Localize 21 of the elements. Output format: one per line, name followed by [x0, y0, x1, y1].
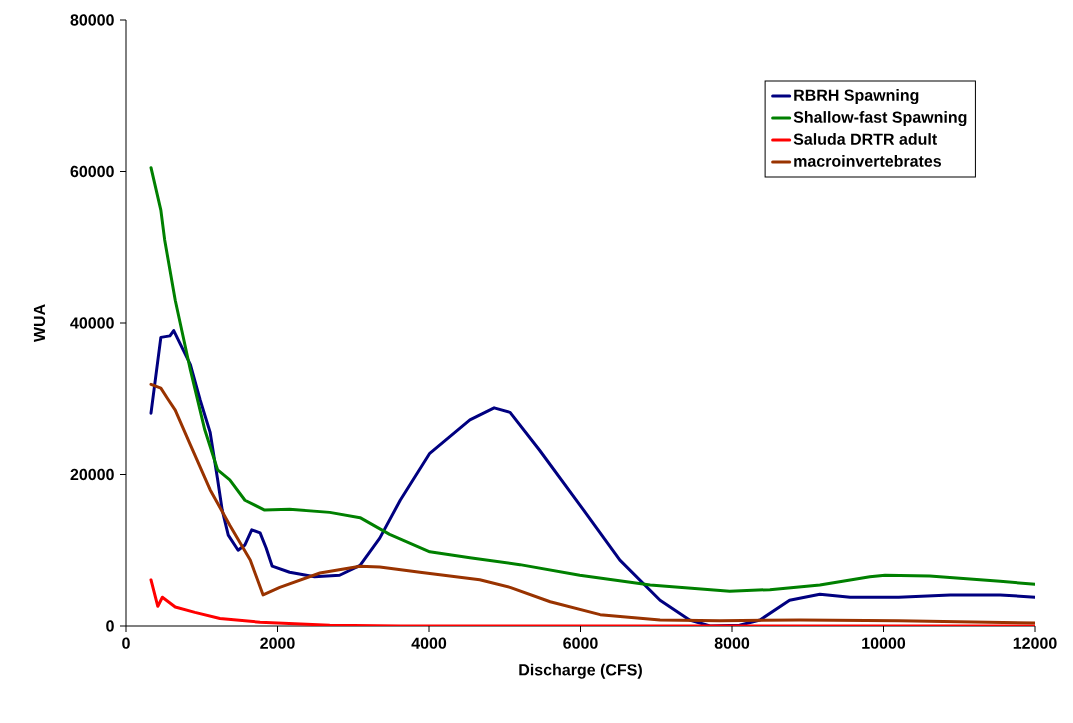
y-tick-label: 60000 [70, 165, 114, 178]
line-series [149, 578, 1036, 626]
y-tick-label: 0 [106, 620, 114, 632]
y-tick-label: 20000 [70, 468, 114, 481]
y-tick-label: 80000 [70, 14, 114, 26]
x-axis-title: Discharge (CFS) [519, 663, 642, 679]
y-tick-label: 40000 [70, 317, 114, 329]
line-series [149, 166, 1036, 593]
legend-label: macroinvertebrates [794, 155, 942, 167]
x-tick-label: 2000 [260, 637, 295, 649]
x-tick-label: 8000 [714, 637, 750, 649]
x-tick-label: 4000 [411, 637, 447, 649]
legend-label: Saluda DRTR adult [793, 133, 937, 145]
x-tick-label: 0 [122, 637, 130, 649]
legend-label: RBRH Spawning [794, 89, 919, 105]
legend-label: Shallow-fast Spawning [793, 111, 967, 127]
x-tick-label: 10000 [862, 637, 906, 649]
x-tick-label: 12000 [1013, 637, 1057, 649]
x-tick-label: 6000 [563, 637, 598, 649]
y-axis-title: WUA [33, 304, 46, 343]
line-series [149, 382, 1036, 625]
